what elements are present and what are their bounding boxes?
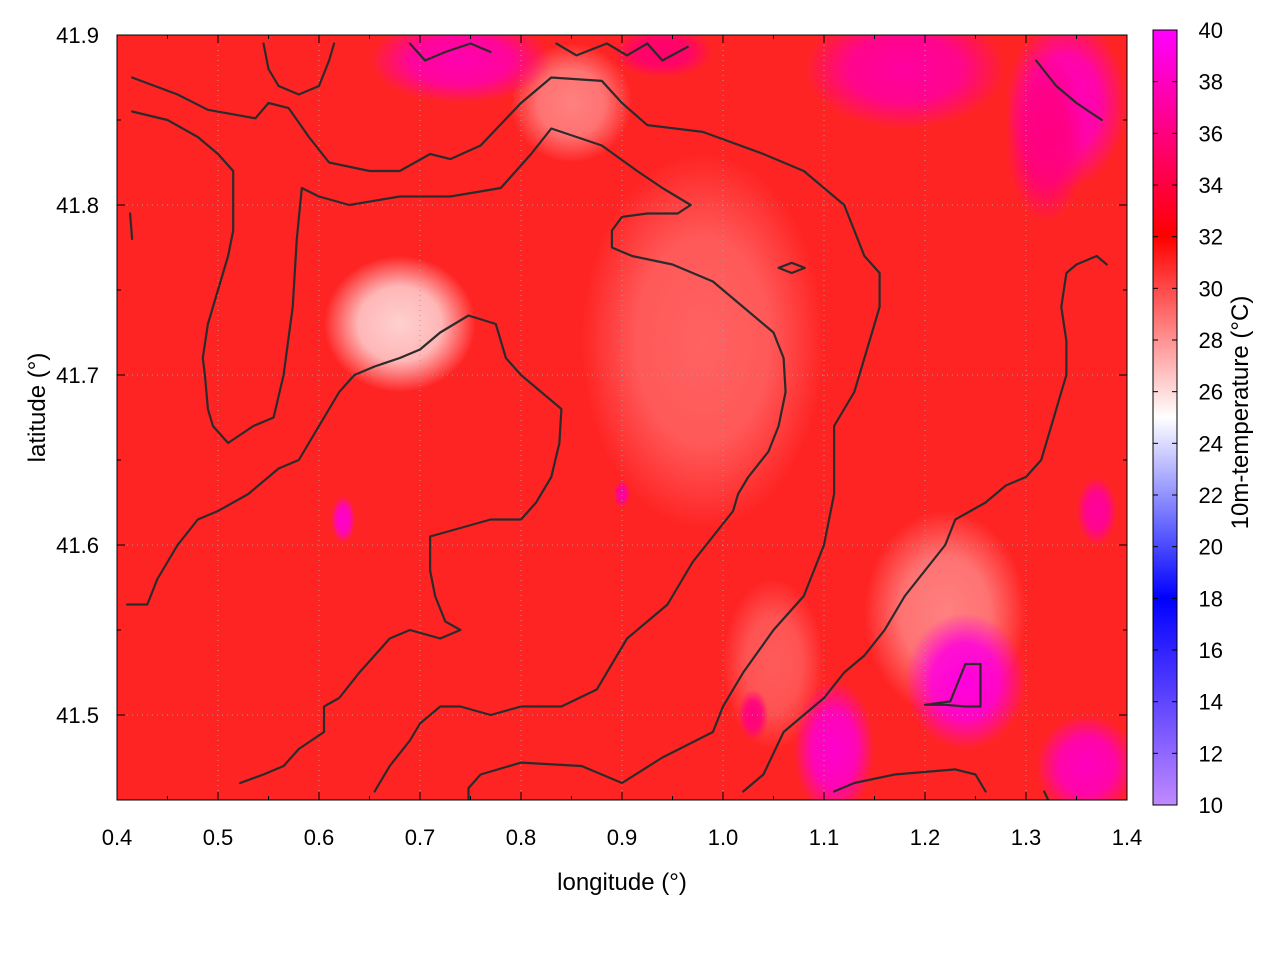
x-tick-label: 0.4 [102, 825, 133, 850]
y-tick-label: 41.8 [56, 193, 99, 218]
x-axis-title: longitude (°) [557, 869, 687, 896]
contour-line [923, 662, 982, 708]
heatmap-region [1036, 715, 1127, 800]
colorbar-title: 10m-temperature (°C) [1227, 296, 1254, 530]
x-tick-label: 1.2 [910, 825, 941, 850]
x-tick-label: 1.3 [1011, 825, 1042, 850]
x-tick-label: 0.8 [506, 825, 537, 850]
heatmap-region [369, 35, 552, 103]
colorbar-tick-label: 18 [1199, 586, 1223, 611]
colorbar-tick-label: 12 [1199, 741, 1223, 766]
x-tick-label: 1.0 [708, 825, 739, 850]
colorbar: 10 12 14 16 18 20 22 24 26 28 30 32 34 36 38 40 [1152, 18, 1223, 818]
contour-line [408, 42, 492, 62]
colorbar-tick-label: 30 [1199, 276, 1223, 301]
contour-lines [126, 42, 1108, 800]
contour-line [777, 261, 806, 275]
x-tick-label: 0.6 [304, 825, 335, 850]
heatmap-region [331, 495, 356, 544]
plot-area [117, 35, 1127, 800]
contour-line [742, 254, 1108, 793]
y-tick-label: 41.5 [56, 703, 99, 728]
heatmap-region [611, 35, 713, 78]
colorbar-tick-label: 32 [1199, 225, 1223, 250]
colorbar-tick-label: 16 [1199, 638, 1223, 663]
heatmap-region [1076, 477, 1117, 545]
y-tick-label: 41.9 [56, 23, 99, 48]
x-tick-label: 0.5 [203, 825, 234, 850]
y-tick-label: 41.7 [56, 363, 99, 388]
heatmap-region [803, 35, 1006, 129]
contour-line [126, 314, 563, 785]
colorbar-tick-label: 36 [1199, 121, 1223, 146]
colorbar-tick-label: 22 [1199, 483, 1223, 508]
heatmap-region [324, 256, 476, 392]
x-tick-label: 1.1 [809, 825, 840, 850]
colorbar-tick-label: 38 [1199, 70, 1223, 95]
heatmap-region [738, 689, 769, 741]
colorbar-tick-label: 40 [1199, 18, 1223, 43]
colorbar-tick-label: 10 [1199, 793, 1223, 818]
colorbar-tick-label: 14 [1199, 690, 1223, 715]
x-tick-label: 0.7 [405, 825, 436, 850]
colorbar-tick-label: 20 [1199, 535, 1223, 560]
contour-line [129, 212, 134, 241]
heatmap-region [581, 154, 824, 528]
contour-line [833, 768, 987, 793]
y-axis-title: latitude (°) [24, 353, 51, 463]
colorbar-tick-label: 26 [1199, 380, 1223, 405]
contour-line [555, 42, 689, 62]
heatmap-region [1005, 52, 1087, 222]
contour-line [262, 42, 336, 96]
y-tick-label: 41.6 [56, 533, 99, 558]
contour-line [1043, 790, 1050, 800]
colorbar-gradient [1152, 29, 1178, 806]
contour-line [131, 76, 881, 800]
x-tick-label: 0.9 [607, 825, 638, 850]
x-tick-label: 1.4 [1112, 825, 1143, 850]
heatmap-region [613, 480, 631, 508]
contour-line [131, 110, 787, 793]
heatmap-region [793, 681, 875, 800]
heatmap-region [904, 613, 1026, 749]
colorbar-tick-label: 28 [1199, 328, 1223, 353]
axes: 0.4 0.5 0.6 0.7 0.8 0.9 1.0 1.1 1.2 1.3 1.4 41.5 41.… [56, 23, 1142, 850]
contour-line [1035, 59, 1103, 122]
colorbar-tick-label: 24 [1199, 431, 1223, 456]
colorbar-tick-label: 34 [1199, 173, 1223, 198]
